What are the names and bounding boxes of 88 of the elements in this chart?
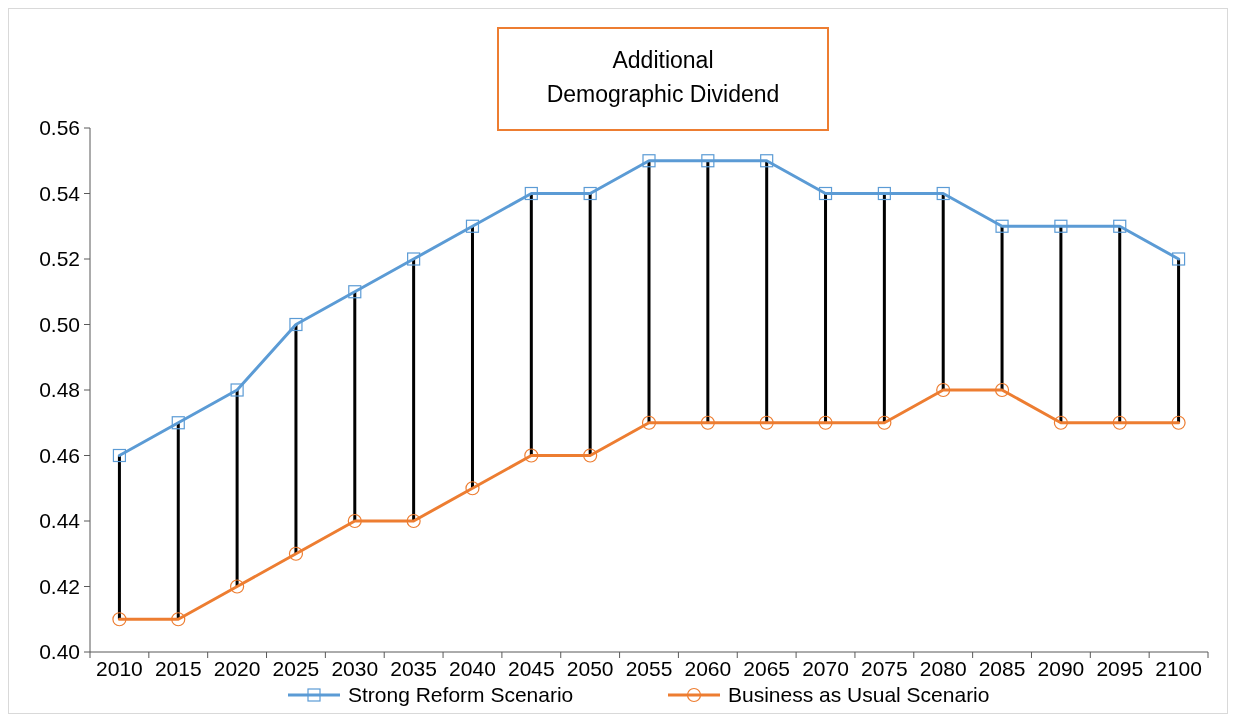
x-tick-label: 2075 (861, 657, 908, 680)
legend-label: Business as Usual Scenario (728, 683, 990, 706)
bar (235, 390, 239, 587)
point (642, 154, 656, 168)
point (407, 252, 421, 266)
x-tick-label: 2045 (507, 657, 555, 680)
x-tick-label: 2040 (449, 657, 496, 680)
bar (824, 193, 828, 423)
point (347, 513, 362, 529)
x-tick-label: 2015 (154, 657, 202, 680)
x-tick-label: 2090 (1037, 657, 1085, 680)
x-tick-label: 2020 (213, 657, 261, 680)
x-tick-label: 2055 (625, 657, 673, 680)
x-tick-label: 2025 (272, 657, 320, 680)
point (994, 382, 1010, 398)
x-tick-label: 2060 (684, 657, 732, 680)
point (877, 186, 891, 201)
point (936, 382, 951, 398)
y-tick-label: 0.56 (39, 116, 80, 140)
x-tick-label: 2080 (919, 657, 967, 680)
x-tick-label: 2070 (802, 657, 849, 680)
point (1112, 415, 1127, 430)
point (995, 219, 1009, 233)
bar (294, 324, 298, 554)
x-tick-label: 2100 (1155, 657, 1202, 680)
bar (1059, 226, 1063, 423)
y-tick-label: 0.52 (39, 247, 80, 271)
bar (941, 193, 945, 390)
point (1171, 415, 1186, 430)
point (818, 415, 833, 430)
bar (706, 160, 710, 423)
x-tick-label: 2095 (1096, 657, 1144, 680)
point (524, 448, 539, 463)
point (112, 612, 127, 627)
point (583, 448, 598, 463)
x-tick-label: 2065 (743, 657, 791, 680)
bar (412, 259, 416, 521)
bar (353, 291, 357, 521)
point (112, 448, 127, 463)
point (171, 612, 186, 627)
y-tick-label: 0.54 (39, 181, 81, 205)
point (465, 481, 480, 496)
point (1053, 415, 1068, 430)
point (700, 415, 715, 430)
point (465, 219, 480, 233)
point (641, 415, 657, 430)
point (760, 154, 774, 168)
bar (470, 226, 474, 489)
bar (529, 193, 533, 456)
point (936, 186, 950, 201)
point (289, 317, 303, 332)
bar (588, 193, 592, 456)
point (1113, 219, 1127, 233)
bar (117, 455, 121, 620)
bar (882, 193, 886, 423)
bar (1000, 226, 1004, 390)
point (406, 513, 421, 529)
point (818, 186, 833, 201)
x-tick-label: 2030 (331, 657, 379, 680)
legend-label: Strong Reform Scenario (348, 683, 574, 706)
point (877, 415, 892, 430)
point (1054, 219, 1068, 233)
y-tick-label: 0.42 (39, 574, 80, 598)
bar (1118, 226, 1122, 423)
point (524, 186, 538, 201)
bar (1177, 259, 1181, 423)
y-tick-label: 0.50 (39, 312, 80, 336)
bar (176, 422, 180, 620)
chart-title: Additional Demographic Dividend (546, 47, 780, 107)
point (348, 285, 362, 299)
point (759, 415, 774, 430)
y-tick-label: 0.40 (39, 640, 80, 664)
point (701, 154, 715, 168)
bar (765, 160, 769, 423)
point (288, 546, 304, 561)
y-tick-label: 0.48 (39, 378, 80, 402)
point (230, 579, 245, 594)
x-tick-label: 2050 (566, 657, 614, 680)
bar (647, 160, 651, 423)
point (171, 416, 185, 430)
x-tick-label: 2085 (978, 657, 1026, 680)
y-tick-label: 0.44 (39, 509, 81, 533)
point (1171, 252, 1186, 266)
point (583, 186, 597, 201)
x-tick-label: 2010 (96, 657, 143, 680)
y-tick-label: 0.46 (39, 443, 80, 467)
x-tick-label: 2035 (390, 657, 437, 680)
point (230, 383, 244, 397)
